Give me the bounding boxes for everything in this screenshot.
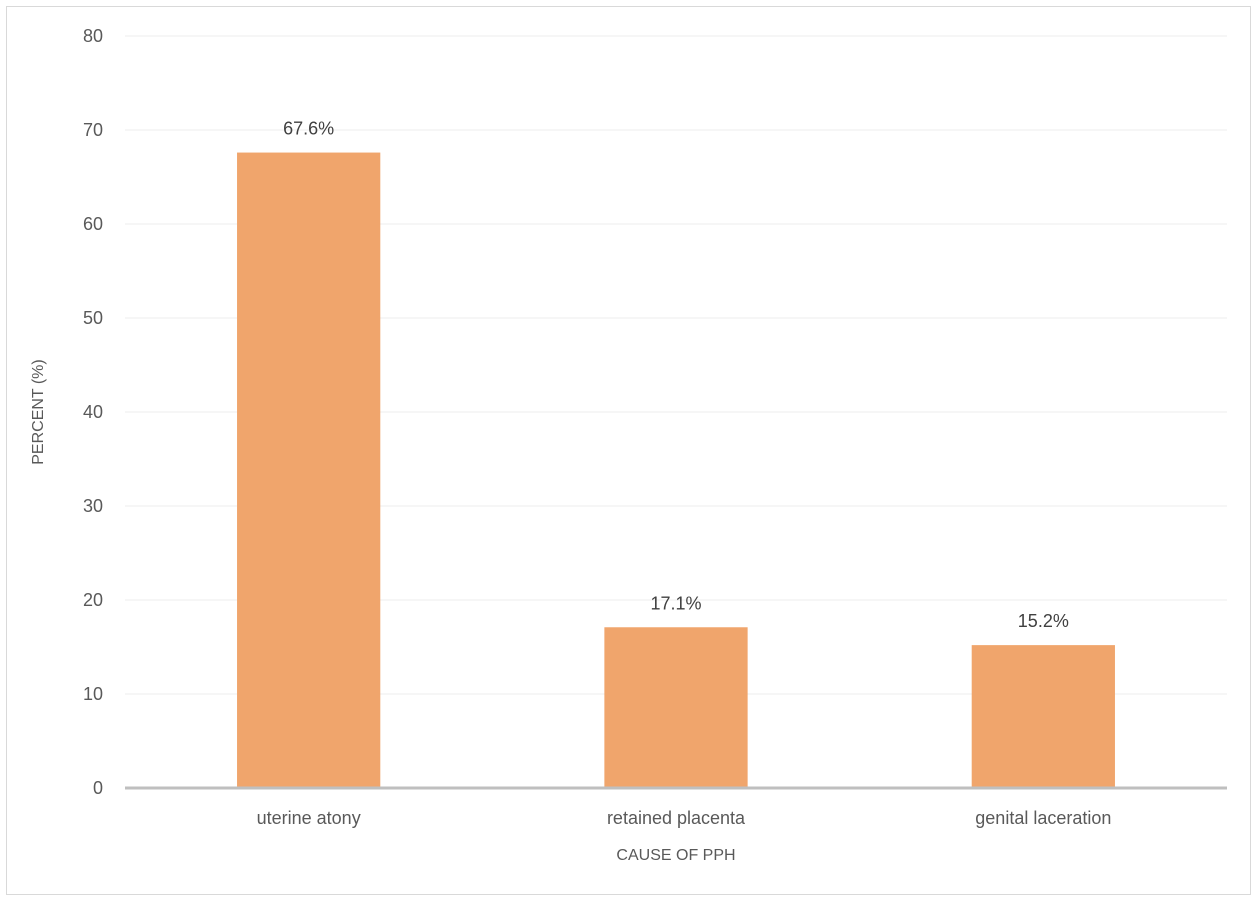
x-category-label: genital laceration <box>975 808 1111 828</box>
y-tick-label: 70 <box>83 120 103 140</box>
y-tick-label: 40 <box>83 402 103 422</box>
x-axis-title: CAUSE OF PPH <box>616 847 735 864</box>
x-category-label: retained placenta <box>607 808 746 828</box>
y-tick-label: 80 <box>83 26 103 46</box>
bar <box>237 152 381 788</box>
bar-data-label: 15.2% <box>1018 611 1069 631</box>
y-axis-ticks: 0 10 20 30 40 50 60 70 80 <box>83 26 103 798</box>
bar-data-label: 17.1% <box>650 593 701 613</box>
x-category-label: uterine atony <box>257 808 361 828</box>
bar <box>971 645 1115 788</box>
bars <box>237 152 1115 788</box>
y-tick-label: 50 <box>83 308 103 328</box>
data-labels: 67.6% 17.1% 15.2% <box>283 119 1069 632</box>
y-tick-label: 0 <box>93 778 103 798</box>
x-axis-categories: uterine atony retained placenta genital la… <box>257 808 1112 828</box>
chart-frame: 0 10 20 30 40 50 60 70 80 67.6% 17.1% 15.2% uterin… <box>6 6 1251 895</box>
bar-data-label: 67.6% <box>283 119 334 139</box>
y-tick-label: 20 <box>83 590 103 610</box>
y-tick-label: 10 <box>83 684 103 704</box>
y-tick-label: 30 <box>83 496 103 516</box>
bar-chart: 0 10 20 30 40 50 60 70 80 67.6% 17.1% 15.2% uterin… <box>30 26 1227 864</box>
y-tick-label: 60 <box>83 214 103 234</box>
bar <box>604 627 748 788</box>
y-axis-title: PERCENT (%) <box>30 359 47 465</box>
